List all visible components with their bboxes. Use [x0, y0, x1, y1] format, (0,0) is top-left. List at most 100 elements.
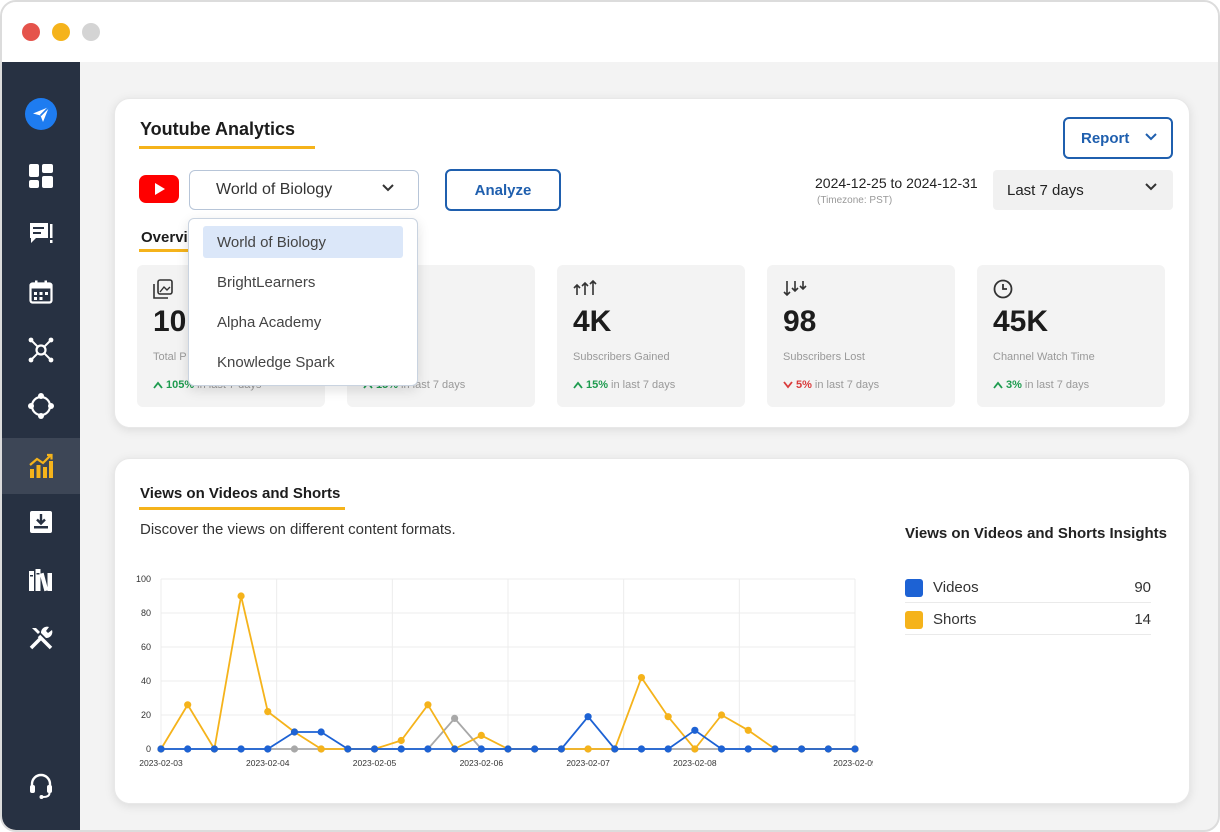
stat-percent: 5% — [796, 379, 812, 391]
stat-trend-text: in last 7 days — [1024, 379, 1090, 391]
sidebar-item-home[interactable] — [2, 86, 80, 142]
trend-up-icon — [153, 381, 163, 389]
data-point — [290, 728, 299, 736]
data-point — [397, 745, 405, 753]
section-title-underline — [139, 507, 345, 510]
report-button[interactable]: Report — [1063, 117, 1173, 159]
legend-name: Shorts — [933, 611, 977, 628]
data-point — [611, 745, 619, 753]
close-window-button[interactable] — [22, 23, 40, 41]
stat-trend-text: in last 7 days — [611, 379, 676, 391]
x-tick-label: 2023-02-06 — [460, 758, 504, 768]
sidebar-item-dashboard[interactable] — [2, 148, 80, 204]
trend-down-icon — [783, 381, 793, 389]
x-tick-label: 2023-02-07 — [566, 758, 610, 768]
arrows-up-icon — [573, 279, 597, 295]
views-line-chart: 0 20 40 60 80 100 2023-02-03 2023-02-04 2023-02-… — [136, 574, 873, 768]
x-tick-label: 2023-02-05 — [353, 758, 397, 768]
sidebar-item-analytics[interactable] — [2, 438, 80, 494]
paper-plane-logo-icon — [25, 98, 57, 130]
data-point — [477, 745, 485, 753]
dropdown-option-world-of-biology[interactable]: World of Biology — [203, 226, 403, 258]
data-point — [637, 745, 646, 753]
stat-trend: 15% in last 7 days — [573, 379, 675, 391]
data-point — [824, 745, 832, 753]
x-tick-label: 2023-02-03 — [139, 758, 183, 768]
data-point — [717, 711, 726, 719]
stat-value: 98 — [783, 305, 817, 338]
stat-label: Subscribers Lost — [783, 351, 865, 363]
data-point — [691, 726, 699, 734]
stat-percent: 3% — [1006, 379, 1022, 391]
data-point — [264, 745, 272, 753]
chevron-down-icon — [382, 184, 394, 192]
sidebar-item-calendar[interactable] — [2, 264, 80, 320]
trend-up-icon — [573, 381, 583, 389]
legend-row-shorts: Shorts 14 — [905, 605, 1151, 635]
dropdown-option-knowledge-spark[interactable]: Knowledge Spark — [217, 353, 335, 371]
dropdown-option-brightlearners[interactable]: BrightLearners — [217, 273, 316, 291]
sidebar-item-library[interactable] — [2, 552, 80, 608]
data-point — [317, 745, 325, 753]
data-point — [184, 745, 192, 753]
tab-overview[interactable]: Overview — [141, 229, 197, 246]
data-point — [317, 728, 325, 736]
data-point — [424, 701, 432, 709]
analyze-button[interactable]: Analyze — [445, 169, 561, 211]
x-tick-label: 2023-02-04 — [246, 758, 290, 768]
arrows-down-icon — [783, 281, 807, 297]
legend-row-videos: Videos 90 — [905, 573, 1151, 603]
data-point — [210, 745, 218, 753]
data-point — [344, 745, 352, 753]
legend-value: 14 — [1134, 611, 1151, 628]
data-point — [584, 713, 592, 721]
data-point — [477, 731, 485, 739]
period-select[interactable]: Last 7 days — [993, 170, 1173, 210]
section-title: Views on Videos and Shorts — [140, 485, 341, 502]
x-tick-label: 2023-02-08 — [673, 758, 717, 768]
period-select-value: Last 7 days — [1007, 181, 1084, 199]
channel-select[interactable]: World of Biology — [189, 170, 419, 210]
channel-dropdown-menu: World of Biology BrightLearners Alpha Ac… — [188, 218, 418, 386]
clock-icon — [993, 279, 1013, 299]
minimize-window-button[interactable] — [52, 23, 70, 41]
maximize-window-button[interactable] — [82, 23, 100, 41]
sidebar-item-posts[interactable] — [2, 206, 80, 262]
y-tick-label: 60 — [141, 642, 151, 652]
data-point — [744, 745, 752, 753]
data-point — [798, 745, 806, 753]
data-point — [451, 714, 459, 722]
insights-title: Views on Videos and Shorts Insights — [905, 525, 1168, 542]
data-point — [290, 745, 299, 753]
library-icon — [29, 569, 52, 592]
sidebar-item-downloads[interactable] — [2, 494, 80, 550]
sidebar-item-support[interactable] — [2, 758, 80, 814]
x-tick-label: 2023-02-09 — [833, 758, 873, 768]
sidebar-item-tools[interactable] — [2, 610, 80, 666]
data-point — [451, 745, 459, 753]
page-title: Youtube Analytics — [140, 119, 296, 139]
dropdown-option-alpha-academy[interactable]: Alpha Academy — [217, 313, 322, 331]
dashboard-grid-icon — [29, 164, 53, 188]
stat-card-subscribers-gained: 4K Subscribers Gained 15% in last 7 days — [557, 265, 745, 407]
data-point — [184, 701, 192, 709]
stat-trend: 3% in last 7 days — [993, 379, 1089, 391]
stat-trend: 5% in last 7 days — [783, 379, 879, 391]
data-point — [664, 745, 672, 753]
chevron-down-icon — [1145, 183, 1157, 191]
support-headset-icon — [30, 773, 52, 799]
posts-icon — [30, 223, 53, 243]
sidebar-item-hub[interactable] — [2, 378, 80, 434]
tools-icon — [29, 626, 53, 650]
sidebar-item-network[interactable] — [2, 322, 80, 378]
y-tick-label: 100 — [136, 574, 151, 584]
data-point — [531, 745, 539, 753]
legend-name: Videos — [933, 579, 979, 596]
stat-card-subscribers-lost: 98 Subscribers Lost 5% in last 7 days — [767, 265, 955, 407]
y-tick-label: 20 — [141, 710, 151, 720]
data-point — [691, 745, 699, 753]
sidebar — [2, 62, 80, 830]
stat-percent: 15% — [586, 379, 609, 391]
trend-up-icon — [993, 381, 1003, 389]
title-underline — [139, 146, 315, 149]
